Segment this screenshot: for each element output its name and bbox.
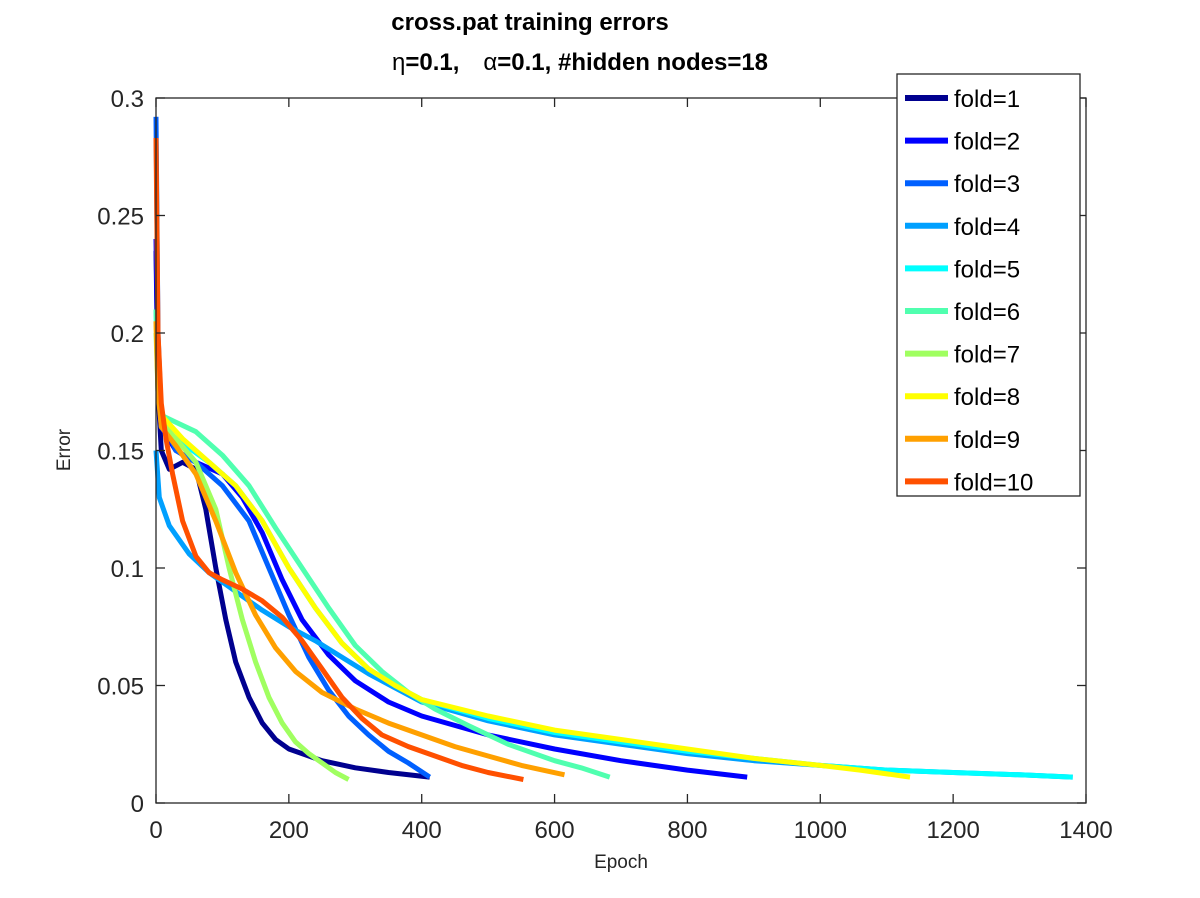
- legend-label: fold=4: [954, 214, 1020, 241]
- alpha-symbol: α: [483, 49, 497, 76]
- series-line-fold-10: [153, 137, 524, 782]
- legend-label: fold=2: [954, 129, 1020, 156]
- legend-label: fold=7: [954, 342, 1020, 369]
- y-tick-label: 0.25: [97, 204, 144, 231]
- legend-label: fold=1: [954, 86, 1020, 113]
- legend-item-fold-10: fold=10: [905, 469, 1033, 496]
- legend-item-fold-1: fold=1: [905, 86, 1020, 113]
- x-tick-label: 400: [402, 817, 442, 844]
- legend-item-fold-9: fold=9: [905, 427, 1020, 454]
- y-tick-label: 0.2: [111, 321, 144, 348]
- legend-label: fold=3: [954, 171, 1020, 198]
- eta-value: =0.1,: [405, 49, 459, 76]
- series-group: [153, 116, 1073, 782]
- x-tick-label: 200: [269, 817, 309, 844]
- y-tick-label: 0.05: [97, 674, 144, 701]
- series-line-fold-1: [153, 250, 430, 780]
- y-tick-label: 0.15: [97, 439, 144, 466]
- x-axis-label: Epoch: [594, 852, 648, 873]
- y-tick-label: 0: [131, 791, 144, 818]
- chart-title-line2: η=0.1, α=0.1, #hidden nodes=18: [392, 49, 768, 76]
- legend-label: fold=8: [954, 384, 1020, 411]
- legend-item-fold-5: fold=5: [905, 256, 1020, 283]
- y-tick-label: 0.3: [111, 86, 144, 113]
- legend: fold=1 fold=2 fold=3 fold=4 fold=5 fold=6 fold…: [896, 73, 1081, 497]
- eta-symbol: η: [392, 49, 405, 76]
- series-line-fold-8: [153, 321, 911, 780]
- legend-item-fold-3: fold=3: [905, 171, 1020, 198]
- x-tick-label: 1200: [926, 817, 979, 844]
- tick-group: 0 200 400 600 800 1000 1200 1400 0 0.05 0.1 0.15 0.2…: [97, 86, 1112, 844]
- legend-item-fold-4: fold=4: [905, 214, 1020, 241]
- series-line-fold-6: [153, 309, 611, 780]
- legend-items: fold=1 fold=2 fold=3 fold=4 fold=5 fold=6 fold…: [905, 86, 1033, 496]
- legend-item-fold-7: fold=7: [905, 342, 1020, 369]
- x-tick-label: 600: [535, 817, 575, 844]
- legend-item-fold-8: fold=8: [905, 384, 1020, 411]
- legend-item-fold-6: fold=6: [905, 299, 1020, 326]
- y-tick-label: 0.1: [111, 556, 144, 583]
- series-line-fold-7: [153, 332, 350, 782]
- y-axis-label: Error: [54, 428, 75, 471]
- x-tick-label: 1400: [1059, 817, 1112, 844]
- x-tick-label: 1000: [794, 817, 847, 844]
- legend-label: fold=5: [954, 256, 1020, 283]
- alpha-value-and-nodes: =0.1, #hidden nodes=18: [497, 49, 768, 76]
- legend-label: fold=6: [954, 299, 1020, 326]
- chart-title-line1: cross.pat training errors: [391, 9, 668, 36]
- x-tick-label: 0: [149, 817, 162, 844]
- legend-item-fold-2: fold=2: [905, 129, 1020, 156]
- x-tick-label: 800: [667, 817, 707, 844]
- legend-label: fold=9: [954, 427, 1020, 454]
- series-line-fold-9: [153, 321, 566, 778]
- legend-box: [896, 73, 1081, 497]
- legend-label: fold=10: [954, 469, 1033, 496]
